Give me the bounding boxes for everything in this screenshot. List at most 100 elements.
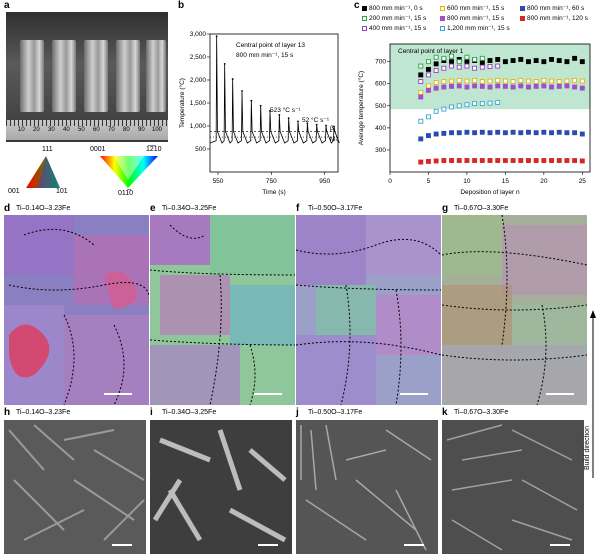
y-tick-label: 500	[195, 146, 206, 153]
data-point	[456, 103, 462, 109]
data-point	[495, 56, 501, 62]
data-point	[541, 129, 547, 135]
peak-point	[278, 114, 281, 116]
panel-letter-c: c	[354, 0, 360, 11]
data-point	[572, 130, 578, 136]
legend-item: 1,200 mm min⁻¹, 15 s	[440, 24, 510, 32]
data-point	[541, 59, 547, 65]
legend-label: 800 mm min⁻¹, 60 s	[527, 5, 585, 12]
panel-letter-a: a	[4, 0, 10, 11]
sem-image-j	[296, 420, 438, 554]
data-point	[549, 78, 554, 84]
data-point	[449, 130, 454, 136]
ebsd-map-g	[442, 215, 587, 405]
ebsd-title-g: Ti–0.67O–3.30Fe	[454, 205, 509, 212]
legend-item: 800 mm min⁻¹, 15 s	[440, 14, 504, 22]
data-point	[418, 118, 424, 124]
beta-transus-label: βₜ	[330, 125, 336, 132]
data-point	[426, 158, 431, 164]
data-point	[472, 77, 478, 83]
peak-point	[315, 123, 318, 126]
ebsd-map-d	[4, 215, 149, 405]
y-axis-label: Average temperature (°C)	[357, 71, 365, 145]
data-point	[441, 130, 447, 136]
y-tick-label: 2,500	[190, 54, 207, 61]
ipf-hex-shade	[114, 156, 144, 180]
data-point	[479, 60, 485, 66]
peak-point	[287, 117, 290, 120]
data-point	[487, 158, 493, 163]
sem-image-h	[4, 420, 146, 554]
data-point	[579, 158, 585, 164]
y-tick-label: 400	[375, 125, 386, 132]
data-point	[541, 158, 547, 163]
sem-image-k	[442, 420, 584, 554]
peak-point	[325, 124, 327, 127]
data-point	[479, 55, 485, 61]
peak-point	[250, 99, 253, 102]
legend-marker	[520, 5, 525, 11]
data-point	[456, 64, 462, 70]
ipf-101-label: 101	[56, 188, 68, 195]
data-point	[456, 77, 462, 83]
legend-marker	[440, 25, 445, 31]
data-point	[464, 59, 470, 65]
data-point	[433, 131, 439, 137]
data-point	[564, 83, 570, 89]
data-point	[495, 100, 501, 105]
data-point	[549, 158, 554, 163]
legend-marker	[520, 15, 525, 21]
ruler-number: 40	[63, 127, 70, 133]
printed-block	[116, 40, 140, 112]
sem-title-i: Ti–0.34O–3.25Fe	[162, 409, 217, 416]
data-point	[549, 56, 554, 62]
ruler-number: 60	[93, 127, 100, 133]
peak-point	[241, 90, 243, 92]
data-point	[472, 158, 478, 163]
data-point	[518, 158, 524, 163]
data-point	[495, 83, 501, 89]
legend-item: 600 mm min⁻¹, 15 s	[440, 4, 504, 12]
panel-letter-g: g	[442, 203, 449, 214]
data-point	[487, 58, 493, 64]
ipf-111-label: 111	[42, 146, 53, 153]
data-point	[533, 130, 539, 136]
data-point	[518, 56, 524, 62]
data-point	[456, 59, 462, 65]
ruler-number: 10	[18, 127, 25, 133]
data-point	[426, 114, 431, 120]
y-axis-label: Temperature (°C)	[178, 78, 186, 128]
data-point	[502, 78, 508, 84]
data-point	[556, 58, 562, 64]
data-point	[418, 90, 424, 96]
data-point	[510, 84, 516, 90]
sem-title-h: Ti–0.14O–3.23Fe	[16, 409, 71, 416]
ruler-number: 90	[138, 127, 145, 133]
data-point	[464, 129, 470, 135]
data-point	[418, 94, 424, 100]
x-tick-label: 20	[540, 178, 548, 185]
temperature-time-chart: 500 1,000 1,500 2,000 2,500 3,000 550 750 950 Tim…	[178, 31, 340, 196]
x-tick-label: 15	[502, 178, 510, 185]
legend-label: 600 mm min⁻¹, 15 s	[447, 5, 505, 12]
ipf-hex-triangle	[100, 156, 158, 188]
data-point	[479, 64, 485, 70]
data-point	[472, 130, 478, 136]
data-point	[487, 130, 493, 136]
data-point	[472, 101, 478, 107]
panel-letter-i: i	[150, 407, 153, 418]
panel-letter-j: j	[296, 407, 299, 418]
data-point	[433, 158, 439, 164]
data-point	[579, 78, 585, 84]
legend-item: 800 mm min⁻¹, 60 s	[520, 4, 584, 12]
ebsd-title-d: Ti–0.14O–3.23Fe	[16, 205, 71, 212]
data-point	[449, 83, 454, 89]
ruler: 10 20 30 40 50 60 70 80 90 100	[6, 120, 168, 140]
ruler-number: 50	[78, 127, 85, 133]
ebsd-map-e	[150, 215, 295, 405]
data-point	[526, 129, 531, 135]
data-point	[495, 77, 501, 83]
chart-b-annotation-1: Central point of layer 13	[236, 42, 306, 49]
data-point	[510, 79, 516, 84]
ms-label: Mₛ	[330, 136, 338, 143]
